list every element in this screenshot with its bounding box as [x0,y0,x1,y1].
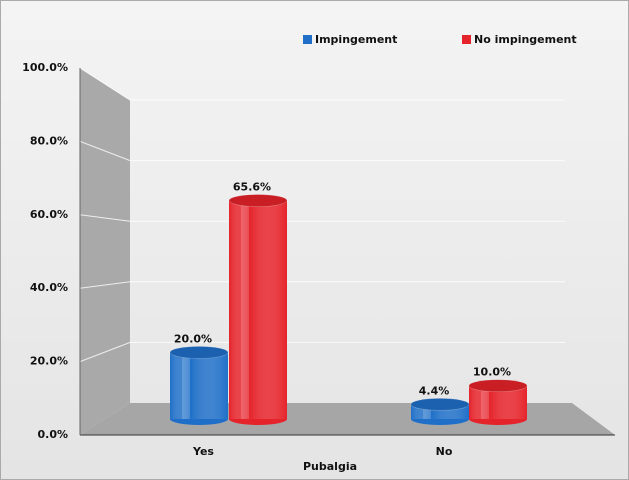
legend-label: Impingement [315,33,397,46]
y-tick-label: 20.0% [30,355,68,368]
bar-cap [468,379,528,393]
bar-cap [169,346,229,359]
bar-highlight [423,404,431,419]
bar-shade [229,200,287,419]
bar-highlight [241,200,249,419]
data-label: 10.0% [473,366,511,379]
bar-shade [170,352,228,419]
bar-cap-shade [229,194,287,207]
y-tick-label: 100.0% [22,61,68,74]
bar-cap-shade [469,379,527,392]
grid-line [79,281,565,289]
x-axis-title: Pubalgia [303,460,357,473]
x-tick-label: Yes [192,445,214,458]
grid-line [79,140,565,162]
x-tick-label: No [436,445,453,458]
y-tick-label: 80.0% [30,134,68,147]
grid-line [79,341,565,363]
data-label: 20.0% [174,332,212,345]
grid-line [79,67,565,101]
bar-cap-shade [411,398,469,411]
bar-highlight [182,352,190,419]
bar-highlight [481,385,489,419]
grid-line [79,214,565,222]
y-tick-label: 0.0% [37,428,68,441]
floor [80,403,615,435]
bar-cap [228,194,288,207]
bar-cap-shade [170,346,228,359]
legend-swatch [303,35,312,44]
side-wall [80,68,130,435]
legend-label: No impingement [474,33,577,46]
y-tick-label: 40.0% [30,281,68,294]
legend-swatch [462,35,471,44]
data-label: 4.4% [419,384,450,397]
data-label: 65.6% [233,181,271,194]
y-tick-label: 60.0% [30,208,68,221]
